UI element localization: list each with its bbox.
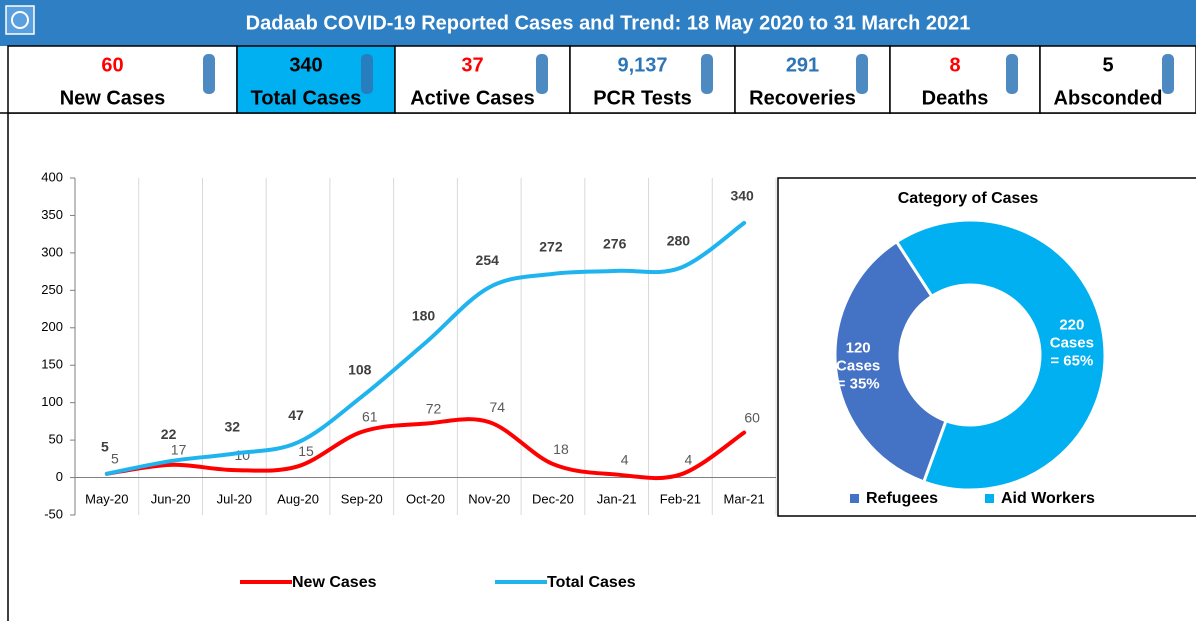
- data-label: 272: [539, 239, 563, 255]
- y-tick-label: 50: [49, 432, 63, 447]
- data-label: 61: [362, 409, 378, 425]
- stat-label: Total Cases: [251, 87, 362, 109]
- stat-value: 9,137: [617, 54, 667, 76]
- x-tick-label: Dec-20: [532, 491, 574, 506]
- stat-label: New Cases: [60, 87, 166, 109]
- y-tick-label: 400: [41, 169, 63, 184]
- x-tick-label: Aug-20: [277, 491, 319, 506]
- data-label: 340: [730, 188, 754, 204]
- stat-icon: [701, 54, 713, 94]
- x-tick-label: Sep-20: [341, 491, 383, 506]
- legend-label: New Cases: [292, 574, 377, 591]
- slice-label: Cases: [1050, 334, 1094, 351]
- legend-swatch: [985, 494, 994, 503]
- data-label: 4: [685, 451, 693, 467]
- data-label: 17: [171, 442, 187, 458]
- stat-value: 60: [101, 54, 123, 76]
- data-label: 18: [553, 441, 569, 457]
- line-series: [104, 220, 747, 476]
- legend-label: Aid Workers: [1001, 490, 1095, 507]
- stat-label: PCR Tests: [593, 87, 692, 109]
- stat-value: 291: [786, 54, 819, 76]
- legend-label: Refugees: [866, 490, 938, 507]
- pie-title: Category of Cases: [898, 190, 1039, 207]
- y-tick-label: 150: [41, 357, 63, 372]
- data-label: 60: [744, 409, 760, 425]
- data-label: 72: [426, 400, 442, 416]
- stat-icon: [1162, 54, 1174, 94]
- stat-icon: [1006, 54, 1018, 94]
- stat-value: 37: [461, 54, 483, 76]
- slice-label: = 65%: [1050, 352, 1093, 369]
- stat-icon: [361, 54, 373, 94]
- legend-swatch: [850, 494, 859, 503]
- x-tick-label: Oct-20: [406, 491, 445, 506]
- x-tick-label: Jun-20: [151, 491, 191, 506]
- y-tick-label: 250: [41, 282, 63, 297]
- stat-tile: [7, 45, 238, 114]
- donut-slice: [833, 239, 948, 484]
- stat-label: Recoveries: [749, 87, 856, 109]
- stat-icon: [203, 54, 215, 94]
- data-label: 276: [603, 236, 627, 252]
- slice-label: 220: [1059, 316, 1084, 333]
- y-tick-label: 300: [41, 244, 63, 259]
- logo-icon: [5, 5, 35, 35]
- stat-label: Absconded: [1054, 87, 1163, 109]
- page-title: Dadaab COVID-19 Reported Cases and Trend…: [246, 12, 971, 34]
- stat-icon: [536, 54, 548, 94]
- logo-virus: [11, 11, 29, 29]
- stat-icon: [856, 54, 868, 94]
- title-bar: [0, 0, 1196, 46]
- data-label: 180: [412, 307, 436, 323]
- x-tick-label: Jul-20: [217, 491, 252, 506]
- stat-value: 5: [1102, 54, 1113, 76]
- data-label: 4: [621, 451, 629, 467]
- stat-label: Deaths: [922, 87, 989, 109]
- slice-label: Cases: [836, 358, 880, 375]
- line-series: [104, 417, 747, 481]
- x-tick-label: May-20: [85, 491, 128, 506]
- stat-value: 340: [289, 54, 322, 76]
- x-tick-label: Feb-21: [660, 491, 701, 506]
- data-label: 108: [348, 361, 372, 377]
- data-label: 5: [111, 451, 119, 467]
- x-tick-label: Nov-20: [468, 491, 510, 506]
- y-tick-label: 0: [56, 469, 63, 484]
- data-label: 74: [489, 399, 505, 415]
- donut-slice: [894, 218, 1107, 492]
- data-label: 254: [476, 252, 500, 268]
- data-label: 15: [298, 443, 314, 459]
- data-label: 22: [161, 426, 177, 442]
- data-label: 47: [288, 407, 304, 423]
- data-label: 5: [101, 439, 109, 455]
- slice-label: 120: [846, 340, 871, 357]
- y-tick-label: 200: [41, 319, 63, 334]
- slice-label: = 35%: [837, 376, 880, 393]
- y-tick-label: 350: [41, 207, 63, 222]
- stat-value: 8: [949, 54, 960, 76]
- legend-label: Total Cases: [547, 574, 636, 591]
- data-label: 32: [225, 418, 241, 434]
- x-tick-label: Jan-21: [597, 491, 637, 506]
- y-tick-label: 100: [41, 394, 63, 409]
- y-tick-label: -50: [44, 506, 63, 521]
- stat-label: Active Cases: [410, 87, 535, 109]
- x-tick-label: Mar-21: [724, 491, 765, 506]
- data-label: 280: [667, 233, 691, 249]
